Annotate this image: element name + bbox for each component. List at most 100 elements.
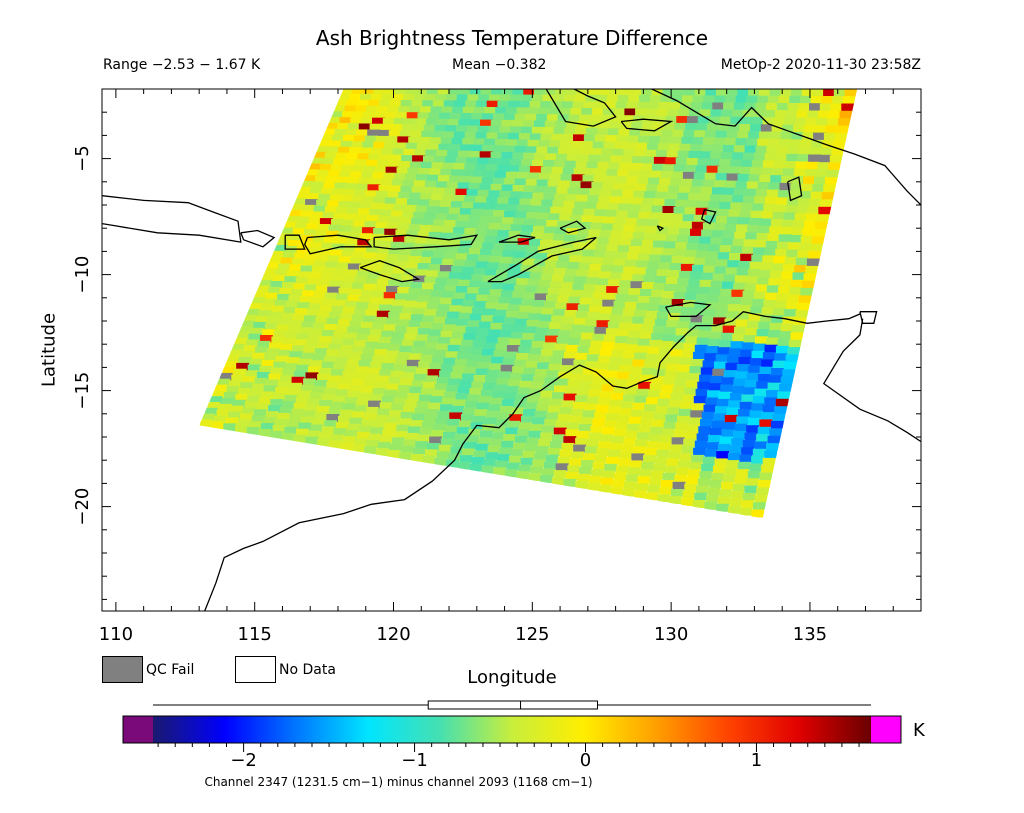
swath-pixel bbox=[381, 396, 395, 404]
swath-pixel bbox=[406, 326, 420, 335]
swath-pixel bbox=[311, 266, 325, 275]
swath-pixel bbox=[732, 334, 746, 342]
swath-pixel bbox=[674, 122, 688, 131]
swath-pixel bbox=[393, 364, 406, 373]
swath-pixel bbox=[593, 250, 607, 259]
swath-pixel bbox=[719, 340, 733, 348]
swath-pixel bbox=[499, 126, 513, 135]
swath-pixel bbox=[679, 453, 693, 462]
swath-pixel bbox=[390, 338, 404, 347]
swath-pixel bbox=[765, 240, 779, 249]
swath-pixel bbox=[596, 202, 610, 211]
swath-pixel bbox=[443, 100, 457, 109]
swath-pixel bbox=[333, 158, 347, 167]
swath-pixel bbox=[638, 296, 651, 304]
swath-pixel bbox=[331, 218, 344, 227]
swath-pixel bbox=[644, 448, 658, 457]
swath-pixel bbox=[579, 297, 593, 306]
swath-pixel bbox=[630, 366, 644, 375]
swath-pixel bbox=[778, 286, 791, 295]
swath-pixel bbox=[401, 242, 415, 251]
swath-pixel bbox=[243, 345, 257, 354]
swath-pixel bbox=[323, 128, 337, 137]
swath-pixel bbox=[237, 332, 250, 341]
swath-pixel bbox=[404, 268, 417, 277]
swath-pixel bbox=[757, 374, 771, 382]
swath-pixel bbox=[715, 406, 728, 415]
coastline bbox=[284, 234, 306, 250]
swath-pixel bbox=[540, 166, 554, 175]
swath-pixel bbox=[497, 230, 511, 239]
swath-pixel bbox=[241, 351, 254, 360]
swath-pixel bbox=[429, 329, 443, 338]
swath-pixel bbox=[575, 395, 588, 404]
swath-pixel bbox=[615, 101, 629, 110]
swath-pixel bbox=[447, 119, 461, 127]
swath-pixel bbox=[533, 225, 546, 234]
swath-pixel bbox=[270, 281, 284, 289]
swath-pixel bbox=[370, 147, 384, 156]
swath-pixel bbox=[619, 365, 632, 374]
swath-pixel bbox=[598, 441, 612, 450]
swath-pixel bbox=[466, 221, 480, 230]
swath-pixel bbox=[688, 278, 702, 287]
swath-pixel bbox=[329, 194, 343, 203]
swath-pixel bbox=[316, 146, 330, 155]
swath-pixel bbox=[701, 411, 715, 420]
swath-pixel bbox=[414, 407, 428, 416]
swath-pixel bbox=[664, 199, 678, 208]
swath-pixel bbox=[541, 349, 554, 357]
swath-pixel bbox=[645, 353, 659, 362]
swath-pixel bbox=[479, 321, 492, 330]
swath-pixel bbox=[485, 302, 499, 311]
swath-pixel bbox=[474, 301, 487, 310]
swath-pixel bbox=[486, 262, 500, 271]
swath-pixel bbox=[722, 474, 736, 483]
swath-pixel bbox=[739, 210, 753, 219]
swath-pixel bbox=[735, 181, 749, 190]
swath-pixel bbox=[404, 300, 417, 309]
swath-pixel bbox=[680, 498, 694, 506]
swath-pixel bbox=[385, 166, 399, 175]
swath-pixel bbox=[488, 223, 502, 231]
swath-pixel bbox=[444, 252, 458, 261]
swath-pixel bbox=[586, 439, 600, 448]
swath-pixel bbox=[340, 195, 354, 204]
swath-pixel bbox=[517, 204, 531, 213]
swath-pixel bbox=[446, 459, 460, 468]
swath-pixel bbox=[397, 319, 411, 328]
swath-pixel bbox=[391, 437, 405, 446]
swath-pixel bbox=[429, 362, 443, 371]
swath-pixel bbox=[689, 462, 703, 471]
swath-pixel bbox=[778, 95, 792, 104]
swath-pixel bbox=[415, 334, 429, 343]
swath-pixel bbox=[330, 164, 344, 173]
swath-pixel bbox=[286, 301, 299, 309]
swath-pixel bbox=[365, 190, 378, 199]
swath-pixel bbox=[579, 339, 593, 348]
swath-pixel bbox=[551, 240, 564, 249]
swath-pixel bbox=[695, 388, 709, 397]
swath-pixel bbox=[821, 96, 835, 104]
swath-pixel bbox=[566, 154, 580, 163]
swath-pixel bbox=[739, 305, 753, 314]
swath-pixel bbox=[698, 426, 712, 435]
swath-pixel bbox=[263, 385, 277, 394]
swath-pixel bbox=[448, 453, 462, 462]
swath-pixel bbox=[302, 204, 316, 213]
swath-pixel bbox=[630, 89, 644, 97]
swath-pixel bbox=[759, 366, 773, 375]
swath-pixel bbox=[511, 331, 524, 340]
swath-pixel bbox=[349, 384, 363, 393]
swath-pixel bbox=[410, 249, 424, 258]
swath-pixel bbox=[691, 221, 705, 230]
swath-pixel bbox=[482, 348, 495, 357]
swath-pixel bbox=[833, 89, 847, 97]
swath-pixel bbox=[436, 377, 450, 385]
swath-pixel bbox=[447, 150, 460, 159]
swath-pixel bbox=[372, 388, 386, 397]
swath-pixel bbox=[653, 198, 667, 207]
swath-pixel bbox=[571, 324, 585, 333]
swath-pixel bbox=[759, 218, 773, 227]
swath-pixel bbox=[654, 276, 668, 285]
